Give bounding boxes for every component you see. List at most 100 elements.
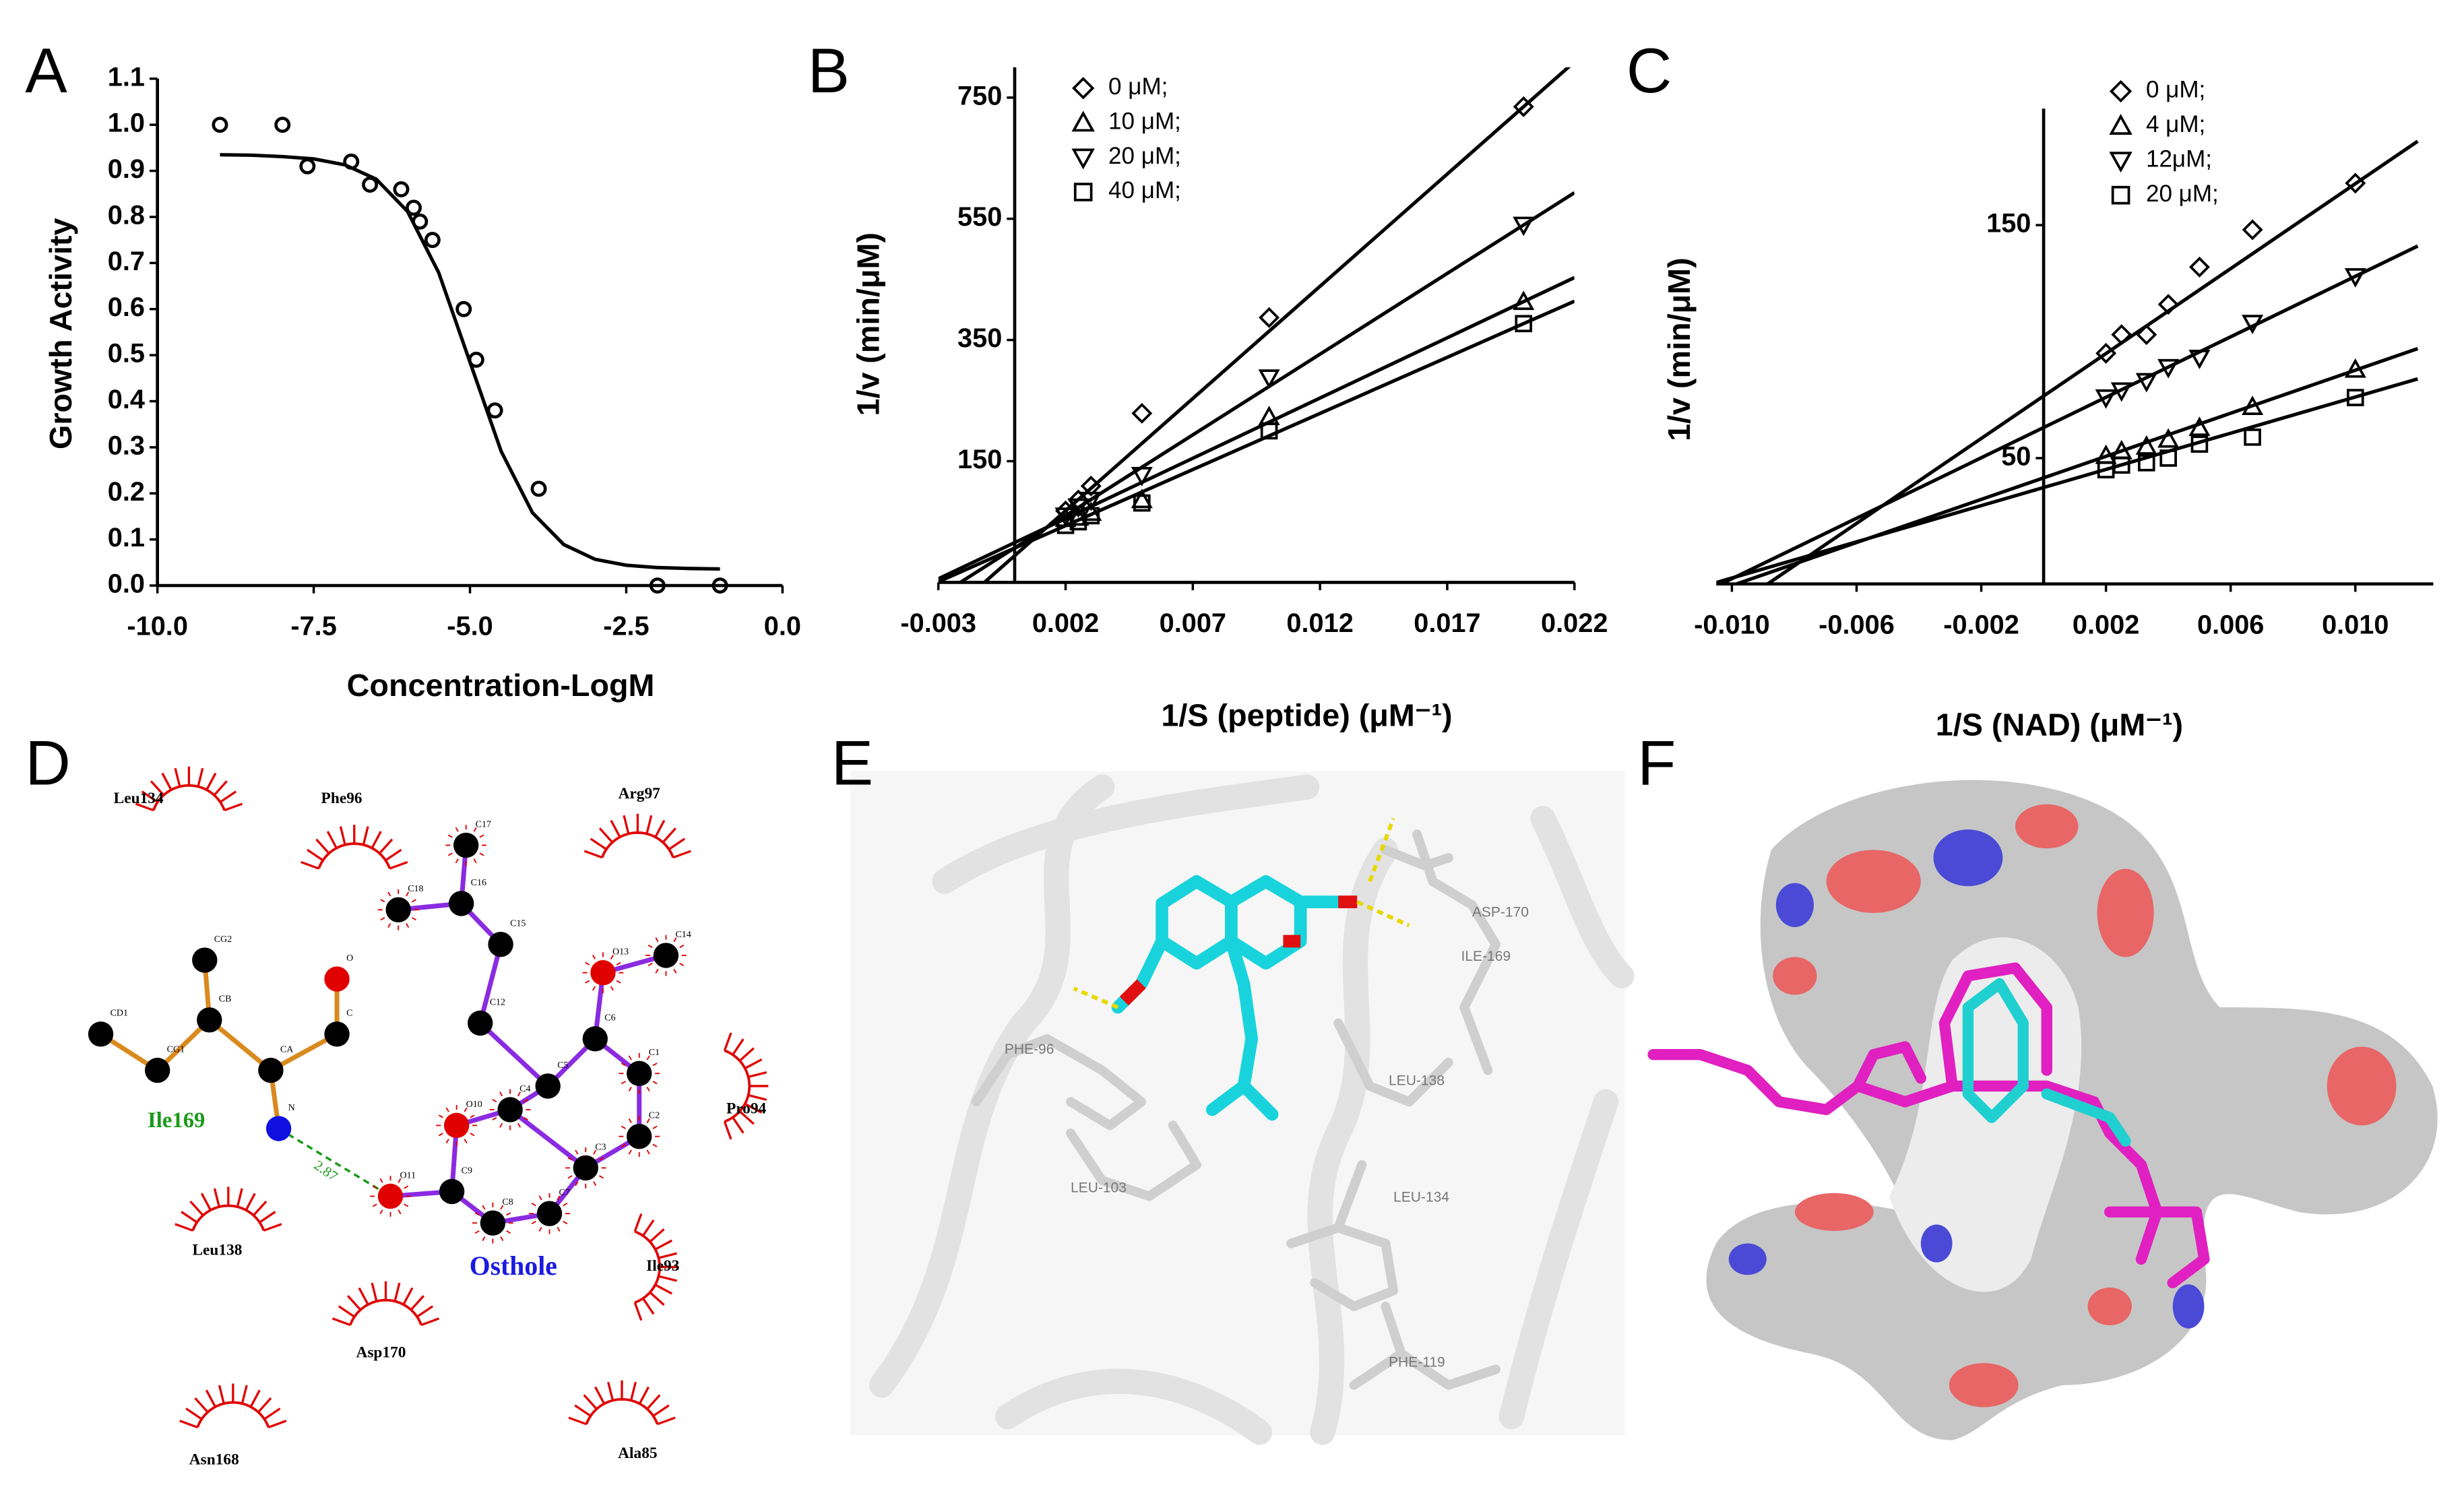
x-tick-label: 0.022 bbox=[1541, 608, 1608, 638]
panel-f-art bbox=[1647, 780, 2438, 1440]
x-axis-label: 1/S (peptide) (μM⁻¹) bbox=[1161, 698, 1452, 733]
atom bbox=[88, 1021, 114, 1047]
contact-spoke bbox=[652, 1143, 658, 1147]
y-tick-label: 0.3 bbox=[108, 431, 145, 460]
atom bbox=[497, 1097, 523, 1122]
atom bbox=[324, 966, 350, 992]
residue-sticks bbox=[971, 829, 1500, 1390]
legend-label: 40 μM; bbox=[1108, 177, 1181, 203]
contact-spoke bbox=[629, 1381, 637, 1401]
contact-spoke bbox=[616, 961, 621, 965]
contact-spoke bbox=[649, 1291, 665, 1306]
contact-spoke bbox=[575, 1149, 579, 1155]
point bbox=[1131, 488, 1153, 509]
contact-spoke bbox=[646, 1055, 650, 1060]
atom bbox=[377, 1183, 404, 1209]
y-tick-label: 0.4 bbox=[108, 385, 145, 414]
residue-label: ASP-170 bbox=[1472, 905, 1529, 920]
contact-spoke bbox=[610, 819, 621, 838]
point bbox=[455, 300, 472, 317]
legend-marker bbox=[1071, 148, 1095, 170]
atom-label: C18 bbox=[408, 884, 423, 894]
residue-label: Asn168 bbox=[189, 1451, 239, 1468]
contact-spoke bbox=[575, 1181, 579, 1186]
y-tick-label: 350 bbox=[957, 323, 1002, 353]
contact-spoke bbox=[307, 848, 324, 862]
chart: -0.003 0.002 0.007 0.012 0.017 0.022 150 350 550… bbox=[808, 35, 1608, 733]
panel-e-labels: E ASP-170 ILE-169 PHE-96 LEU-138 LEU-103 LEU-1… bbox=[831, 728, 1529, 1370]
contact-spoke bbox=[219, 790, 237, 803]
panel-e-art bbox=[850, 771, 1635, 1445]
contact-spoke bbox=[161, 772, 172, 791]
contact-spoke bbox=[464, 1139, 468, 1144]
y-tick-label: 550 bbox=[957, 202, 1002, 232]
contact-spoke bbox=[583, 1394, 598, 1410]
contact-spoke bbox=[628, 1149, 632, 1155]
atom bbox=[448, 891, 474, 916]
atom bbox=[439, 1178, 465, 1205]
atom-label: C9 bbox=[462, 1166, 472, 1176]
contact-spoke bbox=[315, 838, 330, 854]
contact-spoke bbox=[538, 1195, 542, 1201]
point bbox=[2136, 324, 2157, 346]
contact-spoke bbox=[253, 1200, 267, 1216]
atom-label: C2 bbox=[649, 1111, 660, 1121]
x-tick-label: -0.010 bbox=[1694, 610, 1770, 639]
contact-spoke bbox=[517, 1122, 522, 1128]
y-tick-label: 1.1 bbox=[108, 62, 145, 92]
contact-spoke bbox=[557, 1195, 561, 1201]
point bbox=[362, 177, 379, 193]
panel-label: E bbox=[831, 728, 873, 798]
y-axis-label: 1/v (min/μM) bbox=[1662, 257, 1697, 441]
atom bbox=[573, 1155, 598, 1181]
contact-spoke bbox=[723, 1032, 732, 1051]
contact-spoke bbox=[557, 1226, 561, 1232]
legend-marker bbox=[2109, 152, 2133, 173]
x-tick-label: -0.006 bbox=[1819, 610, 1895, 639]
point bbox=[2344, 268, 2366, 288]
contact-spoke bbox=[592, 986, 596, 991]
x-tick-label: -10.0 bbox=[127, 612, 188, 641]
point bbox=[406, 199, 422, 216]
chart: -10.0 -7.5 -5.0 -2.5 0.0 0.0 0.1 0.2 0.3 0.4 0.5 0.… bbox=[25, 35, 801, 703]
legend-label: 12μM; bbox=[2146, 146, 2212, 172]
contact-spoke bbox=[599, 1157, 604, 1161]
point bbox=[2242, 315, 2264, 335]
contact-spoke bbox=[175, 1223, 193, 1232]
contact-spoke bbox=[379, 838, 393, 854]
atom-label: O bbox=[346, 953, 353, 963]
atom bbox=[258, 1057, 284, 1083]
point bbox=[712, 577, 728, 594]
contact-spoke bbox=[598, 827, 614, 844]
contact-spoke bbox=[610, 986, 614, 991]
contact-spoke bbox=[492, 1116, 497, 1120]
point bbox=[2190, 435, 2209, 453]
contact-spoke bbox=[506, 1212, 511, 1216]
contact-spoke bbox=[500, 1205, 504, 1210]
ligand-bond bbox=[478, 943, 503, 1024]
point bbox=[1069, 513, 1087, 531]
contact-spoke bbox=[673, 968, 677, 974]
contact-spoke bbox=[538, 1226, 542, 1232]
atom bbox=[536, 1201, 563, 1226]
contact-spoke bbox=[482, 1236, 486, 1241]
contact-spoke bbox=[679, 962, 685, 967]
contact-spoke bbox=[135, 802, 154, 812]
atom bbox=[192, 947, 218, 973]
contact-spoke bbox=[723, 1121, 732, 1140]
atom bbox=[488, 932, 513, 957]
contact-spoke bbox=[346, 1295, 362, 1311]
contact-spoke bbox=[438, 1114, 443, 1118]
contact-spoke bbox=[567, 1175, 573, 1179]
contact-spoke bbox=[267, 1420, 287, 1428]
contact-spoke bbox=[380, 917, 385, 921]
point bbox=[2345, 172, 2366, 194]
contact-spoke bbox=[263, 1223, 282, 1232]
chart: -0.010 -0.006 -0.002 0.002 0.006 0.010501501/… bbox=[1626, 35, 2434, 742]
x-axis-label: 1/S (NAD) (μM⁻¹) bbox=[1936, 707, 2183, 742]
contact-spoke bbox=[658, 1252, 678, 1259]
residue-label: Leu138 bbox=[192, 1242, 242, 1259]
ligand-bond bbox=[508, 1108, 588, 1170]
contact-spoke bbox=[593, 1149, 597, 1155]
